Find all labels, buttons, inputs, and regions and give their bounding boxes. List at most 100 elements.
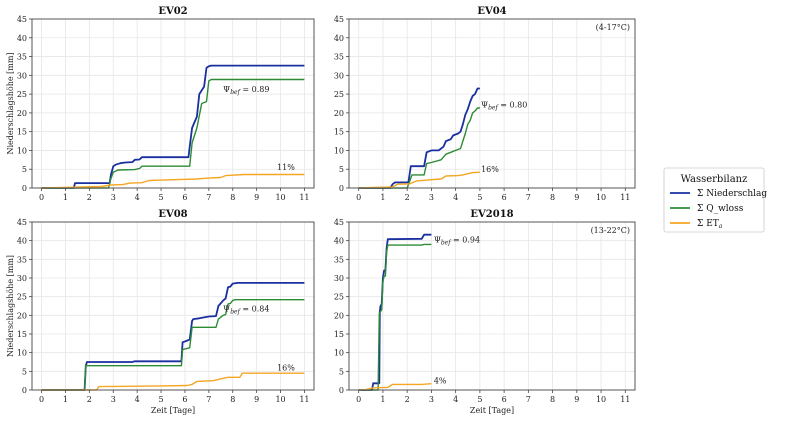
x-tick-label: 4	[135, 193, 140, 202]
x-tick-label: 11	[620, 395, 630, 404]
y-tick-label: 5	[22, 165, 27, 174]
legend: Wasserbilanz Σ Niederschlag Σ Q_wloss Σ ETa	[663, 167, 767, 233]
temperature-note: (4-17°C)	[596, 23, 630, 32]
x-tick-label: 4	[453, 395, 458, 404]
y-tick-label: 10	[334, 146, 344, 155]
x-tick-label: 3	[111, 193, 116, 202]
y-tick-label: 15	[334, 330, 344, 339]
y-tick-label: 5	[339, 367, 344, 376]
x-tick-label: 7	[526, 193, 531, 202]
y-tick-label: 35	[334, 53, 344, 62]
x-tick-label: 10	[596, 193, 606, 202]
series-line-qwloss	[41, 78, 305, 189]
y-tick-label: 30	[334, 274, 344, 283]
x-tick-label: 6	[502, 395, 507, 404]
panel-ev2018: 0 1 2 3 4 5 6 7 8 9 10 11051015202530354045EV2018Ze…	[334, 209, 636, 415]
x-tick-label: 4	[135, 395, 140, 404]
y-tick-label: 20	[334, 109, 344, 118]
y-tick-label: 10	[334, 349, 344, 358]
legend-label-qwloss: Σ Q_wloss	[697, 204, 744, 214]
x-tick-label: 8	[230, 193, 235, 202]
series-line-niederschlag	[358, 233, 432, 391]
legend-label-eta: Σ ETa	[697, 219, 723, 230]
y-tick-label: 45	[334, 218, 344, 227]
y-tick-label: 15	[17, 330, 27, 339]
y-tick-label: 15	[17, 128, 27, 137]
x-tick-label: 2	[87, 395, 92, 404]
x-tick-label: 1	[63, 193, 68, 202]
series-line-eta	[358, 383, 432, 391]
x-tick-label: 7	[526, 395, 531, 404]
psi-annotation: Ψbef = 0.84	[223, 305, 269, 316]
x-tick-label: 7	[206, 395, 211, 404]
x-tick-label: 4	[453, 193, 458, 202]
y-tick-label: 20	[17, 311, 27, 320]
eta-percent-annotation: 16%	[277, 363, 295, 372]
psi-annotation: Ψbef = 0.89	[223, 85, 269, 96]
y-axis-label: Niederschlagshöhe [mm]	[6, 255, 15, 357]
x-tick-label: 9	[254, 395, 259, 404]
eta-percent-annotation: 4%	[434, 376, 447, 385]
x-tick-label: 7	[206, 193, 211, 202]
x-tick-label: 0	[356, 395, 361, 404]
x-tick-label: 6	[182, 395, 187, 404]
y-tick-label: 5	[339, 165, 344, 174]
x-axis-label: Zeit [Tage]	[470, 406, 514, 415]
y-tick-label: 10	[17, 146, 27, 155]
x-tick-label: 5	[159, 193, 164, 202]
panel-ev08: 0 1 2 3 4 5 6 7 8 9 10 11051015202530354045EV08Nied…	[6, 209, 315, 415]
y-tick-label: 40	[334, 237, 344, 246]
eta-percent-annotation: 16%	[481, 165, 499, 174]
chart-title: EV02	[158, 6, 187, 17]
y-tick-label: 40	[17, 237, 27, 246]
y-tick-label: 45	[17, 218, 27, 227]
x-tick-label: 8	[230, 395, 235, 404]
series-line-niederschlag	[41, 281, 305, 391]
x-tick-label: 6	[502, 193, 507, 202]
series-line-qwloss	[358, 107, 480, 189]
y-tick-label: 35	[334, 255, 344, 264]
series-line-eta	[358, 171, 480, 189]
x-tick-label: 1	[380, 395, 385, 404]
series-line-qwloss	[358, 243, 432, 391]
chart-title: EV2018	[470, 209, 513, 220]
x-axis-label: Zeit [Tage]	[151, 406, 195, 415]
series-line-niederschlag	[41, 64, 305, 189]
y-tick-label: 20	[334, 311, 344, 320]
axes-frame	[31, 18, 315, 189]
y-tick-label: 45	[17, 15, 27, 24]
y-tick-label: 0	[22, 386, 27, 395]
y-axis-label: Niederschlagshöhe [mm]	[6, 52, 15, 154]
series-line-niederschlag	[358, 87, 480, 189]
axes-frame	[348, 18, 636, 189]
x-tick-label: 11	[299, 395, 309, 404]
x-tick-label: 3	[111, 395, 116, 404]
y-tick-label: 0	[339, 386, 344, 395]
legend-title: Wasserbilanz	[681, 174, 748, 185]
y-tick-label: 45	[334, 15, 344, 24]
series-line-eta	[41, 173, 305, 189]
eta-percent-annotation: 11%	[277, 163, 295, 172]
x-tick-label: 5	[159, 395, 164, 404]
chart-title: EV08	[158, 209, 187, 220]
x-tick-label: 3	[429, 395, 434, 404]
legend-label-niederschlag: Σ Niederschlag	[697, 189, 767, 199]
y-tick-label: 25	[17, 90, 27, 99]
x-tick-label: 11	[620, 193, 630, 202]
chart-title: EV04	[477, 6, 506, 17]
y-tick-label: 25	[17, 293, 27, 302]
x-tick-label: 10	[275, 395, 285, 404]
x-tick-label: 2	[405, 193, 410, 202]
y-tick-label: 30	[334, 71, 344, 80]
panel-ev02: 0 1 2 3 4 5 6 7 8 9 10 11051015202530354045EV02Nied…	[6, 6, 315, 202]
x-tick-label: 6	[182, 193, 187, 202]
y-tick-label: 30	[17, 274, 27, 283]
y-tick-label: 15	[334, 128, 344, 137]
y-tick-label: 35	[17, 255, 27, 264]
y-tick-label: 30	[17, 71, 27, 80]
x-tick-label: 5	[477, 193, 482, 202]
y-tick-label: 0	[339, 184, 344, 193]
x-tick-label: 9	[574, 193, 579, 202]
y-tick-label: 5	[22, 367, 27, 376]
